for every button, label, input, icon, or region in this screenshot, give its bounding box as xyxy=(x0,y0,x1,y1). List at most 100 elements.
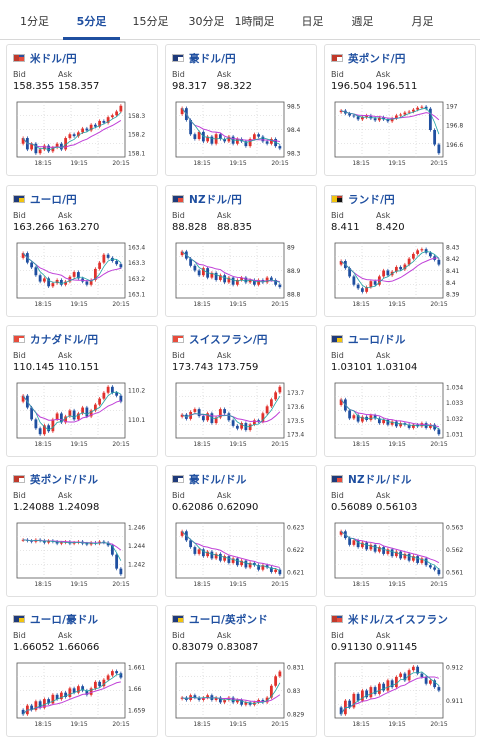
candle-body xyxy=(252,134,256,139)
pair-name[interactable]: 英ポンド/ドル xyxy=(30,473,99,486)
pair-name[interactable]: 米ドル/円 xyxy=(30,52,77,65)
y-tick-label: 1.031 xyxy=(446,432,463,439)
price-chart[interactable]: 173.7 173.6 173.5 173.4 18:15 19:15 20:15 xyxy=(172,380,310,450)
pair-name[interactable]: カナダドル/円 xyxy=(30,333,99,346)
ask-value: 163.270 xyxy=(58,222,100,233)
tab-4[interactable]: 1時間足 xyxy=(234,15,275,28)
currency-card[interactable]: ユーロ/円 Bid Ask 163.266 163.270 163.4 163.3… xyxy=(6,185,158,317)
candle-body xyxy=(201,697,205,700)
currency-card[interactable]: カナダドル/円 Bid Ask 110.145 110.151 110.2 110… xyxy=(6,325,158,457)
price-chart[interactable]: 0.623 0.622 0.621 18:15 19:15 20:15 xyxy=(172,520,310,590)
tab-7[interactable]: 月足 xyxy=(411,15,434,28)
y-tick-label: 173.4 xyxy=(287,432,304,439)
pair-name[interactable]: ユーロ/円 xyxy=(30,193,77,206)
candle-body xyxy=(218,409,222,418)
candle-body xyxy=(265,406,269,414)
candle-body xyxy=(42,699,46,708)
price-chart[interactable]: 158.3 158.2 158.1 18:15 19:15 20:15 xyxy=(13,99,151,169)
ma-line-short xyxy=(22,112,122,151)
currency-card[interactable]: ユーロ/ドル Bid Ask 1.03101 1.03104 1.034 1.03… xyxy=(324,325,476,457)
tab-2[interactable]: 15分足 xyxy=(132,15,169,28)
candle-body xyxy=(356,693,360,701)
pair-name[interactable]: スイスフラン/円 xyxy=(189,333,268,346)
price-chart[interactable]: 0.563 0.562 0.561 18:15 19:15 20:15 xyxy=(331,520,469,590)
candle-body xyxy=(47,145,51,152)
currency-card[interactable]: NZドル/ドル Bid Ask 0.56089 0.56103 0.563 0.5… xyxy=(324,465,476,597)
y-tick-label: 0.912 xyxy=(446,664,463,671)
candle-body xyxy=(416,666,420,674)
bid-value: 88.828 xyxy=(172,222,207,233)
candle-body xyxy=(30,143,34,150)
price-chart[interactable]: 1.034 1.033 1.032 1.031 18:15 19:15 20:15 xyxy=(331,380,469,450)
currency-card[interactable]: 英ポンド/円 Bid Ask 196.504 196.511 197 196.8 1… xyxy=(324,44,476,176)
currency-card[interactable]: 米ドル/円 Bid Ask 158.355 158.357 158.3 158.2… xyxy=(6,44,158,176)
pair-name[interactable]: ユーロ/豪ドル xyxy=(30,613,99,626)
currency-card[interactable]: ランド/円 Bid Ask 8.411 8.420 8.43 8.42 8.41 8.… xyxy=(324,185,476,317)
tab-0[interactable]: 1分足 xyxy=(20,15,49,28)
candle-body xyxy=(433,680,437,688)
pair-name[interactable]: 英ポンド/円 xyxy=(348,52,406,65)
price-chart[interactable]: 0.912 0.911 18:15 19:15 20:15 xyxy=(331,660,469,730)
candle-body xyxy=(382,419,386,424)
ma-line-long xyxy=(340,399,439,428)
pair-name[interactable]: 豪ドル/ドル xyxy=(189,473,247,486)
candle-body xyxy=(433,424,437,430)
tab-6[interactable]: 週足 xyxy=(351,15,374,28)
candle-body xyxy=(240,423,244,429)
price-chart[interactable]: 89 88.9 88.8 18:15 19:15 20:15 xyxy=(172,240,310,310)
tab-5[interactable]: 日足 xyxy=(301,15,324,28)
candle-body xyxy=(98,120,102,127)
bid-value: 173.743 xyxy=(172,362,214,373)
price-chart[interactable]: 98.5 98.4 98.3 18:15 19:15 20:15 xyxy=(172,99,310,169)
candle-body xyxy=(81,686,85,691)
tab-1[interactable]: 5分足 xyxy=(63,0,120,40)
candle-body xyxy=(180,697,184,699)
ask-value: 0.62090 xyxy=(217,502,259,513)
candle-body xyxy=(257,279,261,285)
price-chart[interactable]: 0.831 0.83 0.829 18:15 19:15 20:15 xyxy=(172,660,310,730)
candle-body xyxy=(377,683,381,694)
y-tick-label: 1.66 xyxy=(128,686,142,693)
price-chart[interactable]: 197 196.8 196.6 18:15 19:15 20:15 xyxy=(331,99,469,169)
currency-card[interactable]: 豪ドル/ドル Bid Ask 0.62086 0.62090 0.623 0.62… xyxy=(165,465,317,597)
tab-3[interactable]: 30分足 xyxy=(188,15,225,28)
candle-body xyxy=(386,419,390,425)
y-tick-label: 1.032 xyxy=(446,416,463,423)
candle-body xyxy=(193,134,197,139)
pair-name[interactable]: ユーロ/ドル xyxy=(348,333,406,346)
candle-body xyxy=(115,392,119,396)
candle-body xyxy=(352,276,356,285)
currency-card[interactable]: ユーロ/英ポンド Bid Ask 0.83079 0.83087 0.831 0.… xyxy=(165,605,317,737)
za-flag-icon xyxy=(331,195,343,203)
price-chart[interactable]: 163.4 163.3 163.2 163.1 18:15 19:15 20:15 xyxy=(13,240,151,310)
card-header: ユーロ/円 xyxy=(13,192,77,206)
candle-body xyxy=(214,417,218,424)
pair-name[interactable]: 豪ドル/円 xyxy=(189,52,236,65)
currency-card[interactable]: 米ドル/スイスフラン Bid Ask 0.91130 0.91145 0.912… xyxy=(324,605,476,737)
candle-body xyxy=(223,138,227,142)
y-tick-label: 8.43 xyxy=(446,244,460,251)
price-chart[interactable]: 8.43 8.42 8.41 8.4 8.39 18:15 19:15 20:15 xyxy=(331,240,469,310)
y-tick-label: 110.2 xyxy=(128,387,145,394)
candle-body xyxy=(89,279,93,285)
pair-name[interactable]: ランド/円 xyxy=(348,193,395,206)
currency-card[interactable]: スイスフラン/円 Bid Ask 173.743 173.759 173.7 17… xyxy=(165,325,317,457)
currency-card[interactable]: 英ポンド/ドル Bid Ask 1.24088 1.24098 1.246 1.2… xyxy=(6,465,158,597)
candle-body xyxy=(377,276,381,285)
currency-card[interactable]: NZドル/円 Bid Ask 88.828 88.835 89 88.9 88.8 1… xyxy=(165,185,317,317)
x-tick-label: 18:15 xyxy=(193,160,210,167)
price-chart[interactable]: 1.246 1.244 1.242 18:15 19:15 20:15 xyxy=(13,520,151,590)
currency-card[interactable]: 豪ドル/円 Bid Ask 98.317 98.322 98.5 98.4 98.3… xyxy=(165,44,317,176)
pair-name[interactable]: ユーロ/英ポンド xyxy=(189,613,268,626)
pair-name[interactable]: 米ドル/スイスフラン xyxy=(348,613,449,626)
pair-name[interactable]: NZドル/円 xyxy=(189,193,242,206)
candle-body xyxy=(403,553,407,559)
card-header: 米ドル/円 xyxy=(13,51,77,65)
candle-body xyxy=(360,690,364,701)
candle-body xyxy=(428,565,432,568)
pair-name[interactable]: NZドル/ドル xyxy=(348,473,412,486)
currency-card[interactable]: ユーロ/豪ドル Bid Ask 1.66052 1.66066 1.661 1.6… xyxy=(6,605,158,737)
price-chart[interactable]: 110.2 110.1 18:15 19:15 20:15 xyxy=(13,380,151,450)
price-chart[interactable]: 1.661 1.66 1.659 18:15 19:15 20:15 xyxy=(13,660,151,730)
candle-body xyxy=(360,542,364,548)
